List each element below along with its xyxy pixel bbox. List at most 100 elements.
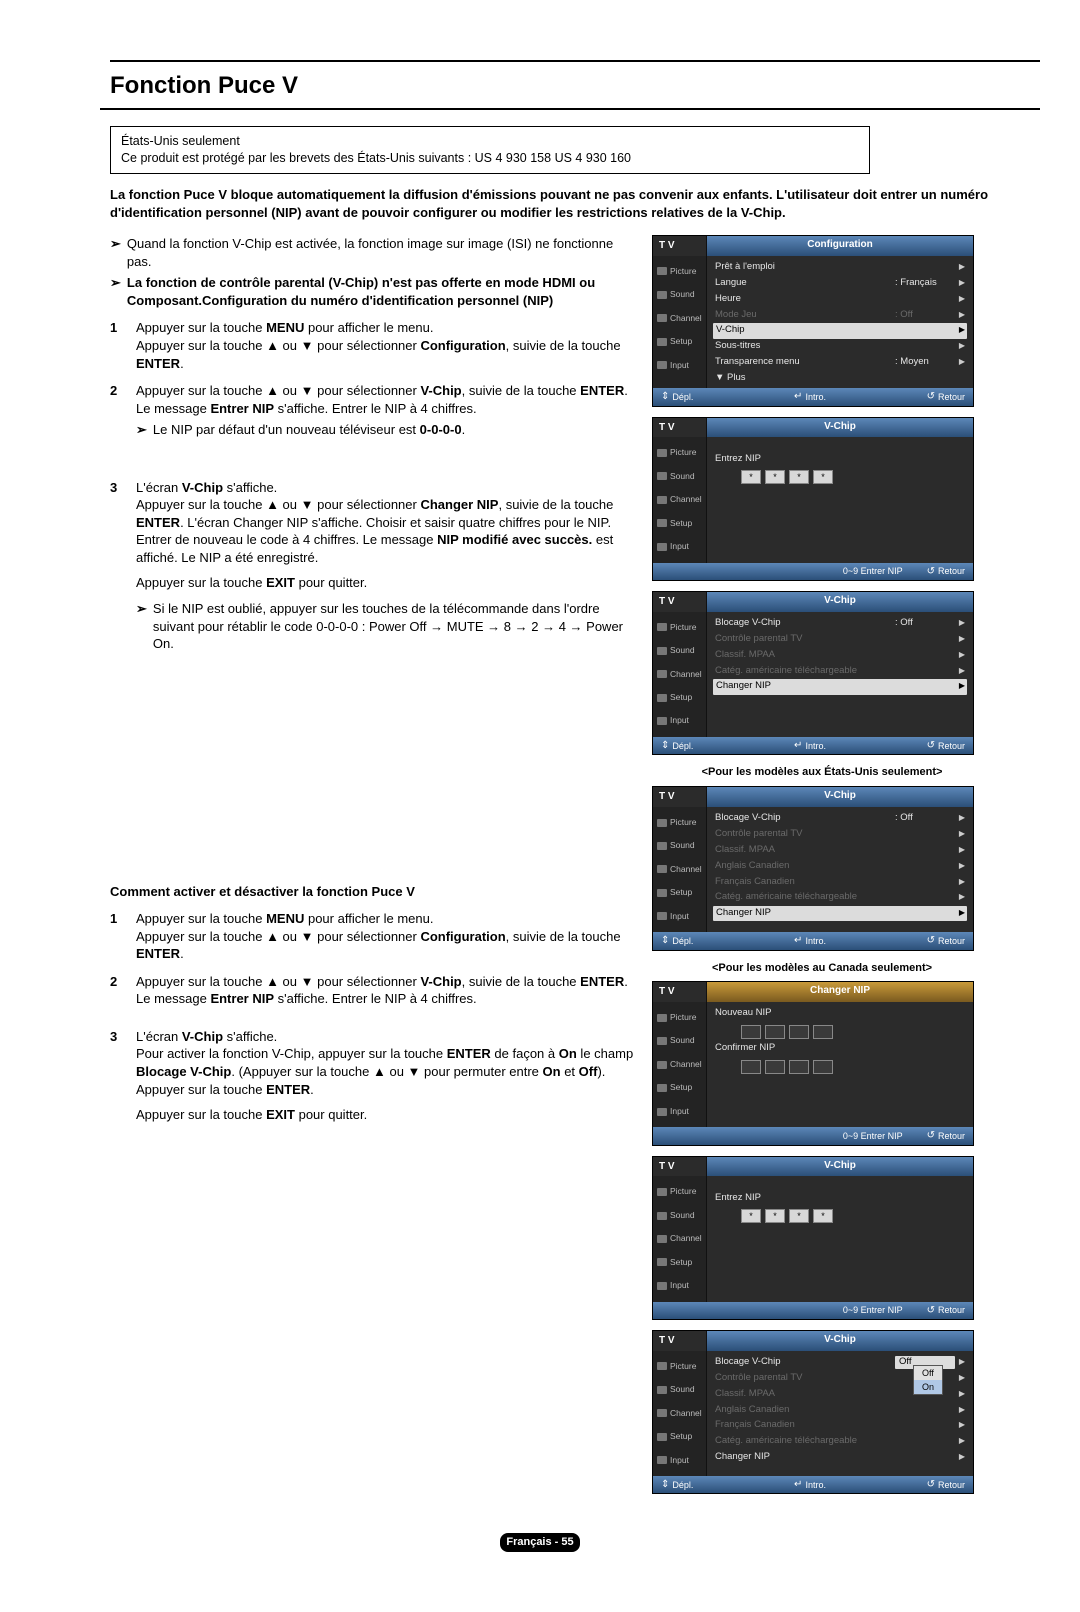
b: Blocage V-Chip	[136, 1064, 231, 1079]
picture-icon	[657, 1362, 667, 1370]
t: et	[561, 1064, 579, 1079]
t: .	[624, 974, 628, 989]
note-2-tail: Configuration du numéro d'identification…	[202, 293, 553, 308]
osd-vchip-us: T V V-Chip Picture Sound Channel Setup I…	[652, 591, 974, 755]
top-rule	[110, 60, 1040, 62]
patent-line2: Ce produit est protégé par les brevets d…	[121, 150, 859, 167]
osd-title: V-Chip	[707, 592, 973, 612]
osd-title: Changer NIP	[707, 982, 973, 1002]
osd-vchip-ca: T V V-Chip Picture Sound Channel Setup I…	[652, 786, 974, 950]
osd-footer: 0~9 Entrer NIP ↺Retour	[653, 563, 973, 581]
t: Appuyer sur la touche	[136, 1082, 266, 1097]
l: Channel	[670, 669, 702, 680]
f: Retour	[938, 1304, 965, 1316]
r: Entrez NIP	[715, 453, 965, 466]
r: Catég. américaine téléchargeable	[715, 665, 955, 678]
f: 0~9 Entrer NIP	[843, 1304, 903, 1318]
t: Appuyer sur la touche	[136, 911, 266, 926]
step-body: L'écran V-Chip s'affiche. Appuyer sur la…	[136, 479, 640, 653]
channel-icon	[657, 865, 667, 873]
l: Picture	[670, 1186, 696, 1197]
osd-tv-label: T V	[653, 236, 707, 256]
onoff-menu: Off On	[913, 1365, 943, 1395]
r: V-Chip	[716, 324, 955, 337]
opt-on: On	[914, 1380, 942, 1394]
step-3: 3 L'écran V-Chip s'affiche. Appuyer sur …	[110, 479, 640, 653]
r: ▼ Plus	[715, 372, 965, 385]
b: On	[543, 1064, 561, 1079]
r: Classif. MPAA	[715, 844, 955, 857]
step-body: Appuyer sur la touche MENU pour afficher…	[136, 319, 640, 372]
f: 0~9 Entrer NIP	[843, 565, 903, 579]
channel-icon	[657, 1235, 667, 1243]
right-column: T V Configuration Picture Sound Channel …	[652, 235, 992, 1504]
s2-step-3: 3 L'écran V-Chip s'affiche. Pour activer…	[110, 1028, 640, 1124]
osd-tv-label: T V	[653, 787, 707, 807]
t: .	[180, 946, 184, 961]
l: Input	[670, 360, 689, 371]
l: Picture	[670, 817, 696, 828]
f: Dépl.	[672, 1479, 693, 1491]
f: Retour	[938, 1130, 965, 1142]
sound-icon	[657, 647, 667, 655]
b: ENTER	[136, 946, 180, 961]
sound-icon	[657, 842, 667, 850]
input-icon	[657, 912, 667, 920]
osd-tv-label: T V	[653, 592, 707, 612]
b: ENTER	[580, 974, 624, 989]
r: Entrez NIP	[715, 1192, 965, 1205]
note-2: ➢ La fonction de contrôle parental (V-Ch…	[110, 274, 640, 309]
osd-main: Nouveau NIP Confirmer NIP	[707, 1002, 973, 1127]
f: Retour	[938, 1479, 965, 1491]
t: s'affiche.	[223, 1029, 277, 1044]
v: : Moyen	[895, 356, 955, 369]
r: Heure	[715, 293, 955, 306]
channel-icon	[657, 670, 667, 678]
b: V-Chip	[182, 480, 223, 495]
setup-icon	[657, 1084, 667, 1092]
setup-icon	[657, 694, 667, 702]
osd-title: V-Chip	[707, 787, 973, 807]
osd-sidebar: Picture Sound Channel Setup Input	[653, 437, 707, 562]
picture-icon	[657, 449, 667, 457]
osd-main: Blocage V-Chip: Off▶ Contrôle parental T…	[707, 612, 973, 737]
channel-icon	[657, 1061, 667, 1069]
t: Appuyer sur la touche ▲ ou ▼ pour sélect…	[136, 497, 420, 512]
v: : Off	[895, 617, 955, 630]
sound-icon	[657, 1037, 667, 1045]
title-underline	[100, 108, 1040, 110]
l: Picture	[670, 266, 696, 277]
v: : Off	[895, 812, 955, 825]
r: Transparence menu	[715, 356, 895, 369]
b: MENU	[266, 911, 304, 926]
t: , suivie de la touche	[462, 383, 581, 398]
picture-icon	[657, 819, 667, 827]
r: Blocage V-Chip	[715, 617, 895, 630]
page-title: Fonction Puce V	[110, 70, 1040, 102]
two-column-layout: ➢ Quand la fonction V-Chip est activée, …	[110, 235, 1040, 1504]
t: ).	[597, 1064, 605, 1079]
l: Channel	[670, 864, 702, 875]
l: Setup	[670, 1082, 692, 1093]
r: Confirmer NIP	[715, 1042, 965, 1055]
f: Intro.	[805, 740, 826, 752]
b: ENTER	[447, 1046, 491, 1061]
picture-icon	[657, 1014, 667, 1022]
input-icon	[657, 543, 667, 551]
osd-title: V-Chip	[707, 418, 973, 438]
caption-us: <Pour les modèles aux États-Unis seuleme…	[652, 765, 992, 780]
r: Prêt à l'emploi	[715, 261, 955, 274]
l: Channel	[670, 1408, 702, 1419]
input-icon	[657, 1282, 667, 1290]
r: Changer NIP	[716, 680, 955, 693]
b: Configuration	[420, 338, 505, 353]
osd-sidebar: Picture Sound Channel Setup Input	[653, 612, 707, 737]
b: EXIT	[266, 575, 295, 590]
r: Anglais Canadien	[715, 1404, 955, 1417]
l: Picture	[670, 447, 696, 458]
osd-sidebar: Picture Sound Channel Setup Input	[653, 1176, 707, 1301]
osd-vchip-onoff: T V V-Chip Picture Sound Channel Setup I…	[652, 1330, 974, 1494]
l: Channel	[670, 1059, 702, 1070]
b: MENU	[266, 320, 304, 335]
t: Appuyer sur la touche ▲ ou ▼ pour sélect…	[136, 338, 420, 353]
